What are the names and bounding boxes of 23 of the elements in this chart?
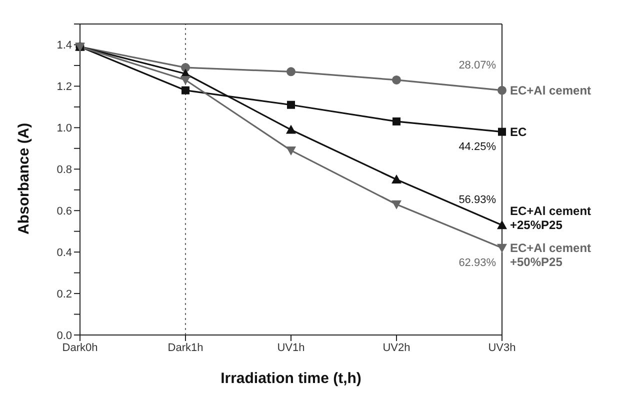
- series-label: EC+Al cement: [510, 83, 592, 98]
- y-tick-label: 1.2: [56, 81, 72, 94]
- y-tick-label: 0.2: [56, 288, 72, 300]
- x-tick-label: UV1h: [277, 342, 305, 354]
- y-tick-label: 0.0: [56, 330, 72, 342]
- series-label: EC+Al cement +25%P25: [510, 204, 592, 232]
- series-label: EC+Al cement +50%P25: [510, 240, 592, 269]
- x-tick-label: Dark0h: [62, 342, 98, 354]
- y-tick-label: 1.0: [56, 122, 72, 135]
- y-tick-label: 0.8: [56, 164, 72, 176]
- x-tick-label: UV2h: [382, 342, 410, 354]
- x-tick-label: UV3h: [488, 342, 516, 354]
- x-tick-label: Dark1h: [168, 342, 204, 354]
- annotation: 28.07%: [458, 59, 496, 72]
- y-axis-title: Absorbance (A): [15, 122, 32, 234]
- y-tick-label: 0.4: [56, 246, 72, 259]
- x-axis-title: Irradiation time (t,h): [220, 370, 362, 387]
- y-tick-label: 1.4: [56, 40, 72, 52]
- series-label: EC: [510, 124, 528, 139]
- annotation: 44.25%: [458, 140, 496, 153]
- annotation: 62.93%: [458, 256, 496, 269]
- annotation: 56.93%: [458, 194, 496, 206]
- y-tick-label: 0.6: [56, 206, 72, 218]
